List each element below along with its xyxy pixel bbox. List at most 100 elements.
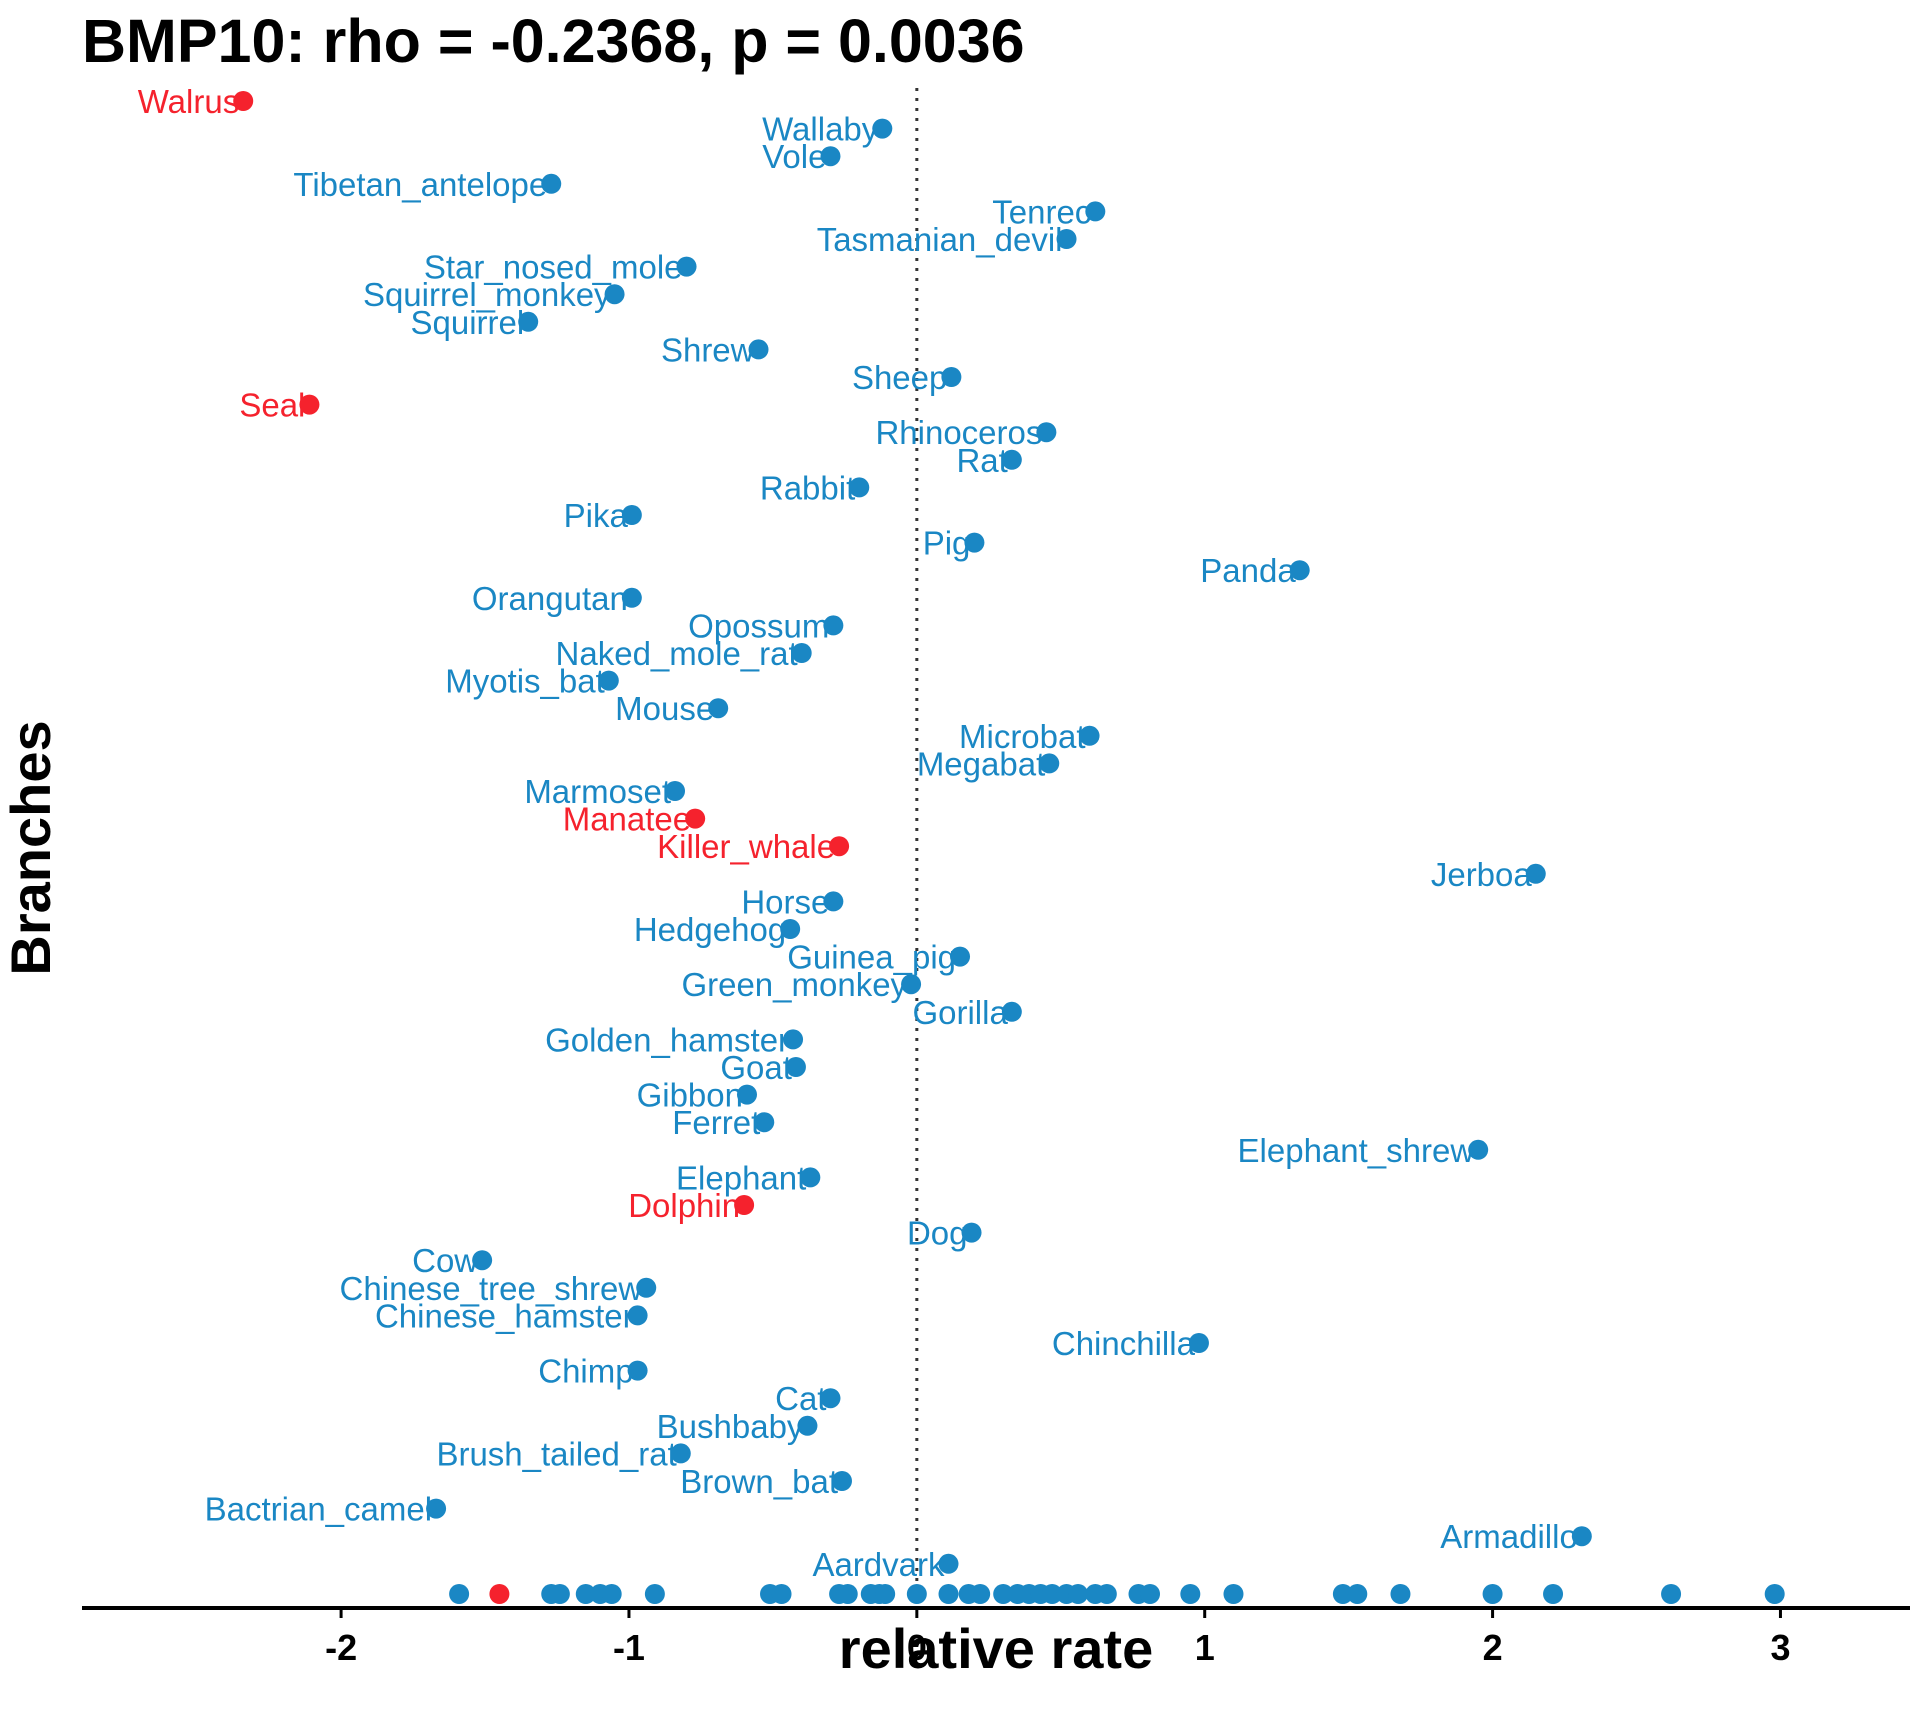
point-label: Chimp: [538, 1353, 633, 1390]
point-label: Chinese_tree_shrew: [340, 1270, 643, 1307]
data-point: [1001, 1001, 1022, 1022]
rug-point: [993, 1584, 1014, 1604]
data-point: [636, 1277, 657, 1298]
rug-point: [906, 1584, 927, 1604]
point-label: Dog: [907, 1215, 968, 1252]
point-label: Jerboa: [1431, 856, 1533, 893]
point-label: Golden_hamster: [545, 1021, 789, 1058]
data-point: [1079, 725, 1100, 746]
x-tick-label: 3: [1770, 1627, 1790, 1668]
data-point: [754, 1112, 775, 1133]
point-label: Myotis_bat: [445, 663, 605, 700]
point-label: Bushbaby: [657, 1408, 804, 1445]
rug-point: [1482, 1584, 1503, 1604]
point-label: Cat: [775, 1380, 826, 1417]
rug-point: [1332, 1584, 1353, 1604]
data-point: [621, 587, 642, 608]
data-point: [823, 891, 844, 912]
point-label: Killer_whale: [657, 828, 835, 865]
data-point: [233, 91, 254, 111]
rug-point: [1661, 1584, 1682, 1604]
point-label: Elephant: [676, 1159, 806, 1196]
point-label: Tenrec: [992, 193, 1091, 230]
point-label: Horse: [741, 883, 829, 920]
data-points: [233, 91, 1592, 1574]
point-label: Hedgehog: [634, 911, 786, 948]
point-label: Tasmanian_devil: [817, 221, 1063, 258]
data-point: [736, 1084, 757, 1105]
x-tick-label: -1: [613, 1627, 645, 1668]
point-label: Gorilla: [912, 994, 1008, 1031]
point-label: Guinea_pig: [787, 939, 956, 976]
rug-point: [549, 1584, 570, 1604]
data-point: [823, 615, 844, 636]
point-label: Marmoset: [524, 773, 671, 810]
point-label: Opossum: [688, 607, 829, 644]
point-label: Orangutan: [472, 580, 628, 617]
data-point: [541, 173, 562, 194]
rug-point: [575, 1584, 596, 1604]
data-point: [800, 1167, 821, 1188]
point-label: Pika: [564, 497, 629, 534]
data-point: [791, 643, 812, 663]
data-point: [627, 1305, 648, 1326]
rug-point: [1180, 1584, 1201, 1604]
rug-point: [970, 1584, 991, 1604]
data-point: [627, 1360, 648, 1381]
rug-point: [1068, 1584, 1089, 1604]
point-label: Megabat: [917, 745, 1045, 782]
data-point: [676, 256, 697, 277]
rug-point: [644, 1584, 665, 1604]
x-axis-ticks: -2 -1 0 1 2 3: [325, 1608, 1790, 1668]
point-label: Microbat: [959, 718, 1086, 755]
rug-point: [601, 1584, 622, 1604]
data-point: [950, 946, 971, 967]
data-point: [604, 284, 625, 305]
point-label: Rhinoceros: [875, 414, 1042, 451]
data-point: [872, 118, 893, 139]
point-label: Rat: [956, 442, 1007, 479]
data-point: [941, 367, 962, 387]
x-tick-label: 2: [1483, 1627, 1503, 1668]
data-point: [748, 339, 769, 360]
point-label: Star_nosed_mole: [424, 249, 683, 286]
point-label: Dolphin: [628, 1187, 740, 1224]
rug-points: [449, 1584, 1785, 1604]
data-point: [1571, 1526, 1592, 1547]
point-label: Armadillo: [1440, 1518, 1578, 1555]
point-label: Sheep: [852, 359, 947, 396]
x-tick-label: 0: [907, 1627, 927, 1668]
point-label: Walrus: [138, 83, 239, 120]
point-label: Goat: [720, 1049, 792, 1086]
rug-point: [489, 1584, 510, 1604]
rug-point: [938, 1584, 959, 1604]
point-label: Wallaby: [762, 111, 879, 148]
point-label: Cow: [412, 1242, 478, 1279]
point-label: Squirrel_monkey: [363, 276, 611, 313]
data-point: [1468, 1139, 1489, 1160]
data-point: [621, 505, 642, 525]
data-point: [797, 1415, 818, 1436]
point-label: Aardvark: [812, 1546, 945, 1583]
data-point: [685, 808, 706, 829]
point-label: Ferret: [672, 1104, 760, 1141]
data-point: [1085, 201, 1106, 222]
rug-point: [1390, 1584, 1411, 1604]
data-point: [1056, 229, 1077, 249]
data-point: [518, 311, 539, 332]
data-point: [1001, 449, 1022, 470]
point-label: Rabbit: [760, 469, 855, 506]
point-label: Manatee: [563, 801, 691, 838]
x-tick-label: 1: [1195, 1627, 1215, 1668]
data-point: [785, 1057, 806, 1077]
point-label: Seal: [239, 387, 305, 424]
data-point: [820, 146, 841, 167]
point-label: Pig: [923, 525, 971, 562]
point-label: Gibbon: [637, 1077, 743, 1114]
data-point: [901, 974, 922, 995]
point-label: Naked_mole_rat: [556, 635, 798, 672]
point-label: Brush_tailed_rat: [436, 1435, 676, 1472]
data-point: [426, 1498, 447, 1519]
data-point: [783, 1029, 804, 1050]
